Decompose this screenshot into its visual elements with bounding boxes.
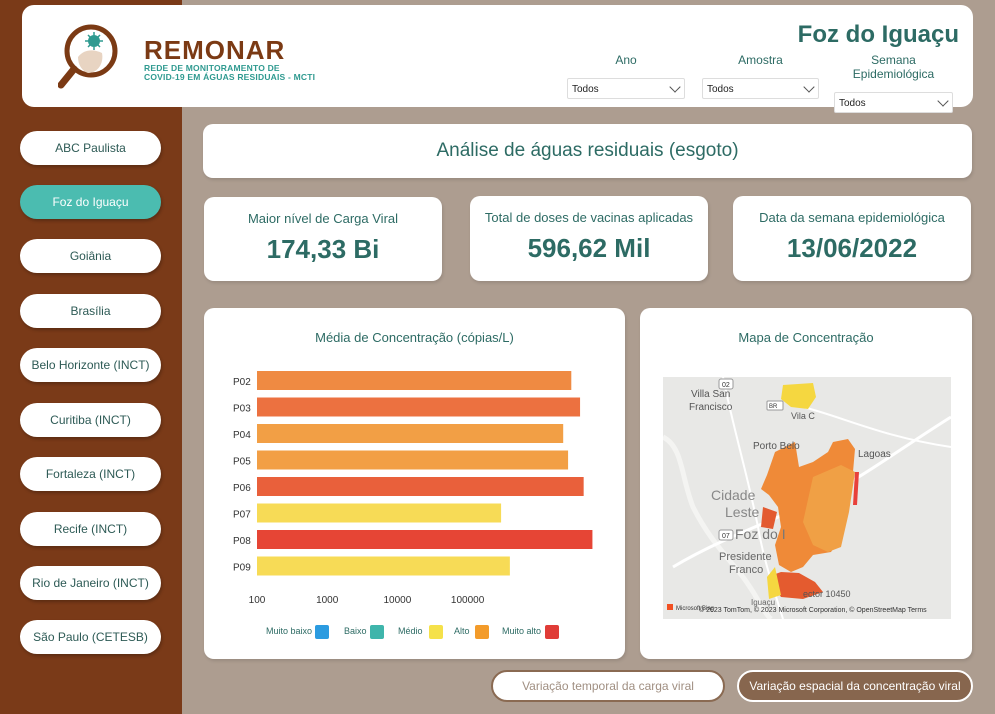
map-provider: Microsoft Bing <box>676 606 714 612</box>
kpi-value: 13/06/2022 <box>786 233 918 263</box>
sidebar-item-brasilia[interactable]: Brasília <box>20 294 161 328</box>
sidebar-item-fortaleza[interactable]: Fortaleza (INCT) <box>20 457 161 491</box>
concentration-map[interactable]: Villa San Francisco Vila C Porto Belo La… <box>663 377 951 619</box>
map-label: Porto Belo <box>753 441 800 452</box>
chevron-down-icon <box>669 81 681 93</box>
variacao-temporal-button[interactable]: Variação temporal da carga viral <box>491 670 725 702</box>
map-label: Leste <box>725 504 759 520</box>
bar-category-label: P06 <box>233 483 251 494</box>
route-badge: 07 <box>722 533 730 540</box>
bar[interactable] <box>257 477 584 496</box>
map-label: Francisco <box>689 402 733 413</box>
bar[interactable] <box>257 371 572 390</box>
x-tick-label: 1000 <box>316 595 339 606</box>
kpi-data-semana: Data da semana epidemiológica 13/06/2022 <box>733 196 971 281</box>
legend-swatch <box>545 625 559 639</box>
filter-semana: Semana Epidemiológica Todos <box>834 53 953 113</box>
sidebar-item-curitiba[interactable]: Curitiba (INCT) <box>20 403 161 437</box>
kpi-carga-viral: Maior nível de Carga Viral 174,33 Bi <box>204 197 442 281</box>
bar[interactable] <box>257 556 510 576</box>
chevron-down-icon <box>803 81 815 93</box>
header: REMONAR REDE DE MONITORAMENTO DE COVID-1… <box>22 5 973 113</box>
filter-semana-select[interactable]: Todos <box>834 92 953 113</box>
sidebar-item-foz-do-iguacu[interactable]: Foz do Iguaçu <box>20 185 161 219</box>
kpi-value: 174,33 Bi <box>266 234 380 264</box>
map-label: Lagoas <box>858 449 891 460</box>
map-title: Mapa de Concentração <box>738 330 874 345</box>
x-tick-label: 10000 <box>383 595 411 606</box>
brand-name: REMONAR <box>144 35 286 65</box>
legend-swatch <box>315 625 329 639</box>
map-label: Franco <box>729 564 763 576</box>
map-attribution: © 2023 TomTom, © 2023 Microsoft Corporat… <box>699 606 927 614</box>
bar-chart: P02 P03 P04 P05 P06 P07 P08 P09 100 1000 10000 1000… <box>233 371 593 606</box>
bar[interactable] <box>257 397 581 417</box>
filter-amostra-select[interactable]: Todos <box>702 78 819 99</box>
bar-category-label: P05 <box>233 457 251 468</box>
brand-subtitle: REDE DE MONITORAMENTO DE COVID-19 EM ÁGU… <box>144 63 316 82</box>
bar-category-label: P08 <box>233 536 251 547</box>
remonar-logo-icon <box>58 24 118 89</box>
sidebar-item-goiania[interactable]: Goiânia <box>20 239 161 273</box>
legend-swatch <box>429 625 443 639</box>
filter-ano-select[interactable]: Todos <box>567 78 685 99</box>
bar-category-label: P09 <box>233 563 251 574</box>
filter-amostra-label: Amostra <box>738 53 783 67</box>
chart-title: Média de Concentração (cópias/L) <box>315 330 514 345</box>
bar-category-label: P07 <box>233 510 251 521</box>
bar[interactable] <box>257 530 593 549</box>
sidebar-item-sao-paulo[interactable]: São Paulo (CETESB) <box>20 620 161 654</box>
map-label: Presidente <box>719 551 772 563</box>
sidebar-item-rio-de-janeiro[interactable]: Rio de Janeiro (INCT) <box>20 566 161 600</box>
map-label: Cidade <box>711 487 756 503</box>
sidebar-item-recife[interactable]: Recife (INCT) <box>20 512 161 546</box>
map-label: Foz do I <box>735 526 786 542</box>
route-badge: BR <box>769 404 778 410</box>
legend-swatch <box>370 625 384 639</box>
page-title: Análise de águas residuais (esgoto) <box>203 124 972 178</box>
sidebar-item-abc-paulista[interactable]: ABC Paulista <box>20 131 161 165</box>
x-tick-label: 100 <box>249 595 266 606</box>
map-label: Vila C <box>791 411 815 421</box>
legend-label: Médio <box>398 626 423 636</box>
map-label: ector 10450 <box>803 589 851 599</box>
map-label: Iguaçu <box>751 598 775 607</box>
legend-label: Muito alto <box>502 626 542 636</box>
sidebar-item-belo-horizonte[interactable]: Belo Horizonte (INCT) <box>20 348 161 382</box>
kpi-value: 596,62 Mil <box>527 233 651 263</box>
filter-ano-label: Ano <box>615 53 637 67</box>
x-tick-label: 100000 <box>451 595 485 606</box>
kpi-label: Total de doses de vacinas aplicadas <box>484 210 694 225</box>
filter-ano: Ano Todos <box>567 53 685 99</box>
filter-amostra: Amostra Todos <box>702 53 819 99</box>
legend-label: Muito baixo <box>266 626 313 636</box>
bar[interactable] <box>257 450 569 470</box>
bar[interactable] <box>257 424 564 443</box>
bar-category-label: P02 <box>233 377 251 388</box>
chevron-down-icon <box>937 95 949 107</box>
legend-swatch <box>475 625 489 639</box>
filter-semana-label: Semana Epidemiológica <box>852 53 935 81</box>
bar[interactable] <box>257 503 502 523</box>
variacao-espacial-button[interactable]: Variação espacial da concentração viral <box>737 670 973 702</box>
kpi-label: Data da semana epidemiológica <box>759 210 945 225</box>
route-badge: 02 <box>722 382 730 389</box>
map-label: Villa San <box>691 389 730 400</box>
city-title: Foz do Iguaçu <box>797 21 959 48</box>
kpi-doses-vacinas: Total de doses de vacinas aplicadas 596,… <box>470 196 708 281</box>
bar-category-label: P04 <box>233 430 251 441</box>
legend-label: Baixo <box>344 626 367 636</box>
kpi-label: Maior nível de Carga Viral <box>247 211 399 226</box>
bar-category-label: P03 <box>233 404 251 415</box>
legend-label: Alto <box>454 626 470 636</box>
